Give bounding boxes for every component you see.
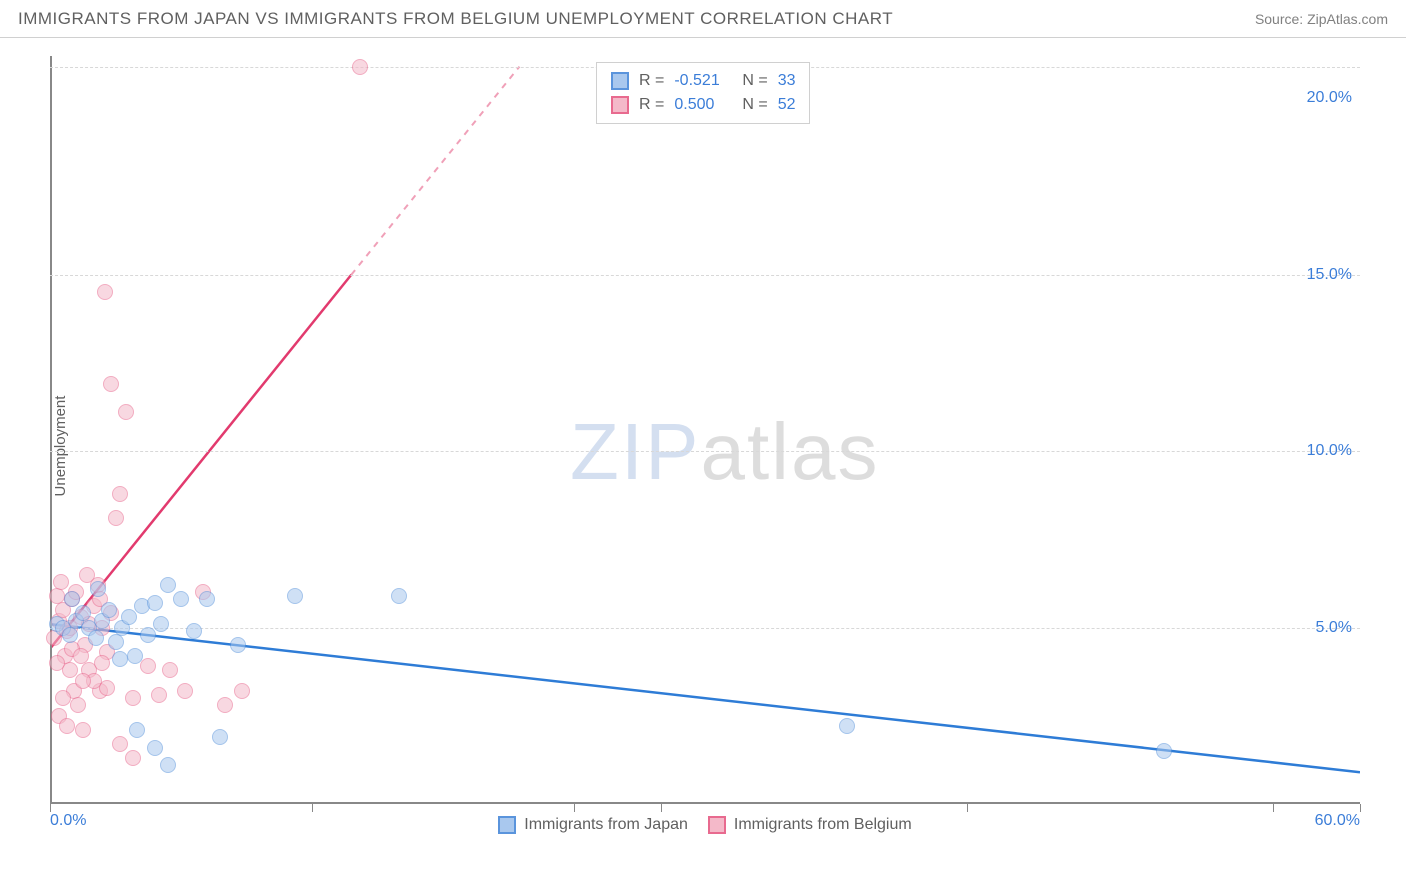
data-point [97,284,113,300]
data-point [212,729,228,745]
data-point [140,658,156,674]
n-value: 52 [778,96,796,114]
data-point [101,602,117,618]
r-value: 0.500 [674,96,732,114]
data-point [64,591,80,607]
data-point [199,591,215,607]
data-point [70,697,86,713]
trend-line [351,67,519,275]
data-point [75,722,91,738]
data-point [94,655,110,671]
data-point [108,634,124,650]
legend-swatch [611,96,629,114]
data-point [234,683,250,699]
x-tick [574,804,575,812]
data-point [230,637,246,653]
data-point [352,59,368,75]
data-point [121,609,137,625]
legend-row: R = 0.500 N = 52 [611,93,795,117]
data-point [839,718,855,734]
grid-line [50,451,1360,452]
data-point [160,577,176,593]
y-axis [50,56,52,804]
correlation-legend: R = -0.521 N = 33 R = 0.500 N = 52 [596,62,810,124]
data-point [88,630,104,646]
x-tick [1360,804,1361,812]
data-point [90,581,106,597]
series-legend: Immigrants from Japan Immigrants from Bel… [50,816,1360,834]
n-label: N = [742,72,767,90]
data-point [162,662,178,678]
x-tick [50,804,51,812]
y-tick-label: 5.0% [1316,619,1352,637]
data-point [153,616,169,632]
data-point [177,683,193,699]
data-point [79,567,95,583]
y-tick-label: 15.0% [1307,266,1352,284]
data-point [108,510,124,526]
data-point [173,591,189,607]
legend-row: R = -0.521 N = 33 [611,69,795,93]
data-point [118,404,134,420]
data-point [147,740,163,756]
data-point [112,736,128,752]
chart-header: IMMIGRANTS FROM JAPAN VS IMMIGRANTS FROM… [0,0,1406,38]
x-tick [967,804,968,812]
y-tick-label: 10.0% [1307,442,1352,460]
r-label: R = [639,72,664,90]
r-label: R = [639,96,664,114]
data-point [147,595,163,611]
data-point [55,690,71,706]
data-point [127,648,143,664]
legend-item: Immigrants from Belgium [708,816,912,834]
x-axis [50,802,1360,804]
data-point [1156,743,1172,759]
grid-line [50,628,1360,629]
chart-source: Source: ZipAtlas.com [1255,11,1388,27]
legend-swatch [708,816,726,834]
data-point [112,651,128,667]
data-point [112,486,128,502]
legend-label: Immigrants from Belgium [734,816,912,834]
legend-swatch [498,816,516,834]
legend-label: Immigrants from Japan [524,816,688,834]
data-point [49,588,65,604]
legend-item: Immigrants from Japan [498,816,688,834]
data-point [59,718,75,734]
data-point [49,655,65,671]
r-value: -0.521 [674,72,732,90]
legend-swatch [611,72,629,90]
data-point [217,697,233,713]
data-point [103,376,119,392]
data-point [151,687,167,703]
data-point [75,673,91,689]
y-tick-label: 20.0% [1307,89,1352,107]
data-point [125,750,141,766]
n-label: N = [742,96,767,114]
x-tick [312,804,313,812]
data-point [125,690,141,706]
data-point [287,588,303,604]
grid-line [50,275,1360,276]
data-point [391,588,407,604]
x-tick [1273,804,1274,812]
data-point [140,627,156,643]
data-point [129,722,145,738]
x-tick [661,804,662,812]
n-value: 33 [778,72,796,90]
data-point [160,757,176,773]
data-point [186,623,202,639]
chart-plot-area: ZIPatlas 5.0%10.0%15.0%20.0%0.0%60.0%R =… [50,56,1360,834]
chart-title: IMMIGRANTS FROM JAPAN VS IMMIGRANTS FROM… [18,9,893,29]
data-point [53,574,69,590]
data-point [62,627,78,643]
trend-lines-layer [50,56,1360,834]
